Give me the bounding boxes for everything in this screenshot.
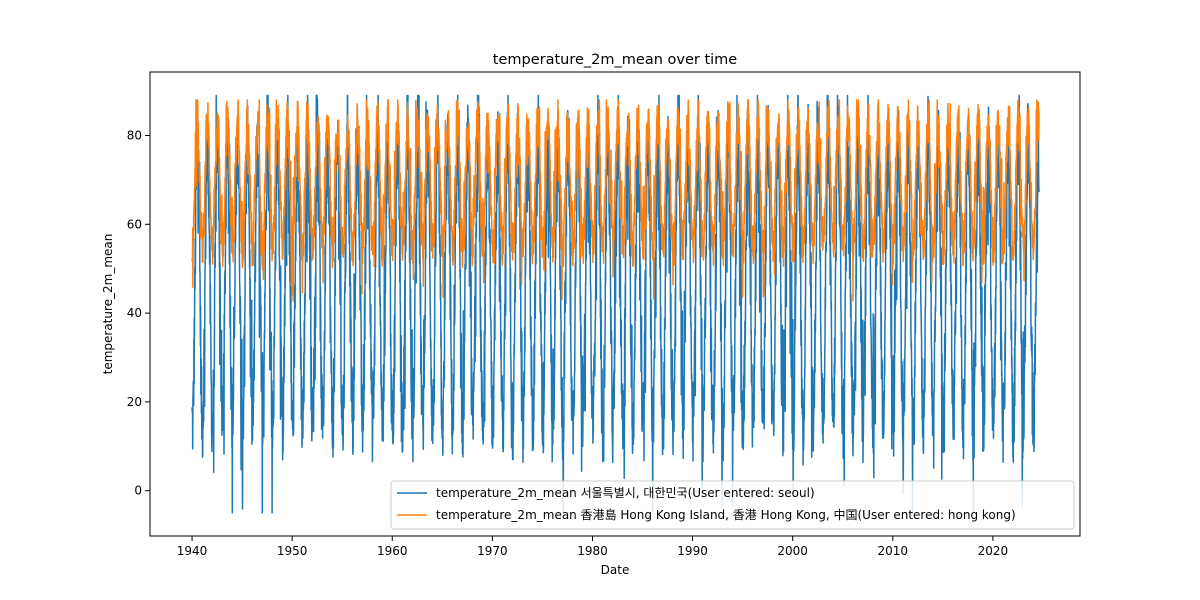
y-axis-label: temperature_2m_mean (101, 234, 115, 375)
y-tick-label: 20 (127, 395, 142, 409)
x-tick-label: 1990 (677, 544, 708, 558)
y-tick-label: 40 (127, 306, 142, 320)
y-tick-label: 80 (127, 128, 142, 142)
x-tick-label: 2020 (978, 544, 1009, 558)
x-tick-label: 2010 (878, 544, 909, 558)
legend: temperature_2m_mean 서울특별시, 대한민국(User ent… (390, 480, 1075, 530)
legend-box (390, 480, 1075, 530)
y-tick-label: 0 (134, 484, 142, 498)
x-tick-label: 1940 (177, 544, 208, 558)
y-axis: 0 20 40 60 80 (127, 128, 150, 498)
axes-frame (149, 71, 1081, 537)
y-tick-label: 60 (127, 217, 142, 231)
x-axis: 1940 1950 1960 1970 1980 1990 2000 2010 2020 (177, 536, 1008, 558)
x-tick-label: 2000 (777, 544, 808, 558)
x-tick-label: 1980 (577, 544, 608, 558)
x-tick-label: 1960 (377, 544, 408, 558)
plot-area: 1940 1950 1960 1970 1980 1990 2000 2010 2020 0 20… (127, 71, 1081, 558)
series-line-hong-kong (191, 99, 1040, 302)
series-line-seoul (191, 94, 1040, 514)
legend-label-seoul: temperature_2m_mean 서울특별시, 대한민국(User ent… (436, 486, 815, 500)
x-tick-label: 1950 (277, 544, 308, 558)
x-axis-label: Date (601, 563, 630, 577)
series-group (191, 94, 1040, 514)
chart-title: temperature_2m_mean over time (493, 52, 738, 68)
x-tick-label: 1970 (477, 544, 508, 558)
legend-label-hong-kong: temperature_2m_mean 香港島 Hong Kong Island… (436, 507, 1016, 522)
